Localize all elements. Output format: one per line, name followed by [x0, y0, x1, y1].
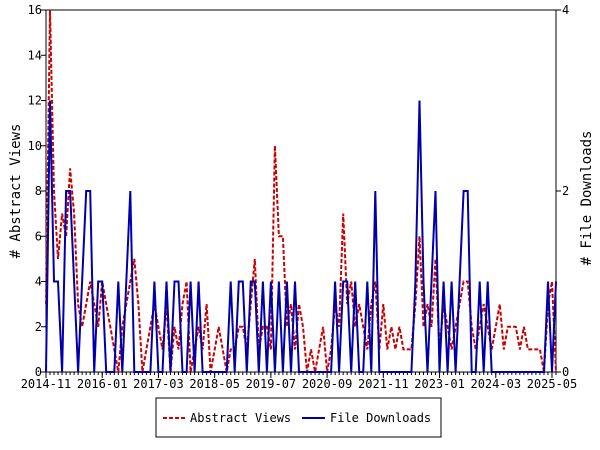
legend-box [155, 397, 442, 438]
right-axis-title: # File Downloads [579, 131, 595, 266]
left-y-tick-label: 12 [28, 94, 42, 108]
left-y-tick-label: 0 [35, 365, 42, 379]
x-tick-label: 2023-01 [414, 377, 465, 391]
legend: Abstract Views File Downloads [155, 397, 442, 438]
left-y-tick-label: 4 [35, 275, 42, 289]
left-axis-title: # Abstract Views [8, 124, 24, 259]
left-y-tick-label: 6 [35, 229, 42, 243]
left-y-tick-label: 16 [28, 3, 42, 17]
series-layer [45, 9, 557, 373]
left-y-tick-label: 2 [35, 320, 42, 334]
x-tick-label: 2021-11 [358, 377, 409, 391]
x-tick-label: 2016-01 [77, 377, 128, 391]
x-tick-label: 2014-11 [21, 377, 72, 391]
x-tick-label: 2019-07 [246, 377, 297, 391]
legend-label-abstract-views: Abstract Views [190, 411, 291, 425]
right-y-tick-label: 0 [562, 365, 569, 379]
right-y-tick-label: 2 [562, 184, 569, 198]
x-axis: 2014-11 2016-01 2017-03 2018-05 2019-07 2020-… [21, 372, 578, 391]
x-tick-label: 2024-03 [470, 377, 521, 391]
left-y-tick-label: 10 [28, 139, 42, 153]
x-tick-label: 2020-09 [302, 377, 353, 391]
file-downloads-line [45, 100, 557, 373]
right-y-tick-label: 4 [562, 3, 569, 17]
legend-label-file-downloads: File Downloads [330, 411, 431, 425]
left-y-tick-label: 8 [35, 184, 42, 198]
abstract-views-line [45, 9, 557, 373]
x-tick-label: 2025-05 [527, 377, 578, 391]
x-tick-label: 2018-05 [189, 377, 240, 391]
left-y-axis: 0 2 4 6 8 10 12 14 16 [28, 3, 46, 379]
x-tick-label: 2017-03 [133, 377, 184, 391]
right-y-axis: 0 2 4 [556, 3, 569, 379]
left-y-tick-label: 14 [28, 48, 42, 62]
